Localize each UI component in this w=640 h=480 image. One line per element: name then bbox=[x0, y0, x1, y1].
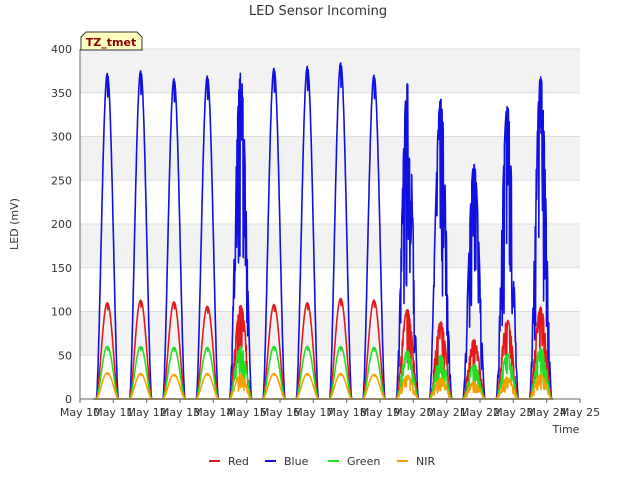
plot-band bbox=[80, 224, 580, 268]
x-tick-label: May 13 bbox=[160, 406, 200, 419]
plot-band bbox=[80, 267, 580, 312]
series-line-green bbox=[95, 345, 553, 400]
x-tick-label: May 18 bbox=[327, 406, 367, 419]
site-badge-label: TZ_tmet bbox=[86, 36, 136, 49]
y-tick-labels: 0 50 100 150 200 250 300 350 400 bbox=[51, 43, 72, 406]
legend-label-red: Red bbox=[228, 455, 249, 468]
x-tick-label: May 20 bbox=[393, 406, 433, 419]
x-tick-label: May 10 bbox=[60, 406, 100, 419]
x-tick-label: May 15 bbox=[227, 406, 267, 419]
legend-label-nir: NIR bbox=[416, 455, 435, 468]
x-tick-label: May 16 bbox=[260, 406, 300, 419]
x-tick-label: May 19 bbox=[360, 406, 400, 419]
plot-band bbox=[80, 311, 580, 356]
x-tick-label: May 25 bbox=[560, 406, 600, 419]
y-tick-label: 150 bbox=[51, 262, 72, 275]
x-tick-label: May 12 bbox=[127, 406, 167, 419]
y-tick-label: 200 bbox=[51, 218, 72, 231]
legend: Red Blue Green NIR bbox=[209, 455, 435, 468]
y-tick-label: 300 bbox=[51, 131, 72, 144]
plot-background bbox=[80, 49, 580, 399]
series-line-nir bbox=[95, 372, 553, 400]
y-axis-label: LED (mV) bbox=[8, 198, 21, 250]
x-tick-label: May 11 bbox=[93, 406, 133, 419]
chart-title: LED Sensor Incoming bbox=[249, 4, 387, 19]
plot-band bbox=[80, 92, 580, 137]
series-line-red bbox=[95, 297, 553, 400]
plot-band bbox=[80, 49, 580, 93]
plot-band bbox=[80, 180, 580, 224]
y-tick-label: 50 bbox=[58, 349, 72, 362]
legend-label-green: Green bbox=[347, 455, 380, 468]
x-tick-label: May 17 bbox=[293, 406, 333, 419]
axes bbox=[79, 49, 580, 400]
y-tick-label: 350 bbox=[51, 87, 72, 100]
x-tick-label: May 14 bbox=[193, 406, 233, 419]
y-tick-label: 400 bbox=[51, 43, 72, 56]
x-tick-label: May 21 bbox=[427, 406, 467, 419]
plot-band bbox=[80, 136, 580, 181]
site-badge: TZ_tmet bbox=[80, 31, 143, 51]
series-line-blue bbox=[95, 62, 553, 400]
x-tick-label: May 24 bbox=[527, 406, 567, 419]
y-tick-label: 250 bbox=[51, 174, 72, 187]
x-tick-label: May 23 bbox=[493, 406, 533, 419]
legend-label-blue: Blue bbox=[284, 455, 309, 468]
x-tick-label: May 22 bbox=[460, 406, 500, 419]
x-axis-label: Time bbox=[552, 423, 580, 436]
site-badge-box bbox=[80, 31, 143, 51]
y-tick-label: 100 bbox=[51, 306, 72, 319]
y-tick-label: 0 bbox=[65, 393, 72, 406]
